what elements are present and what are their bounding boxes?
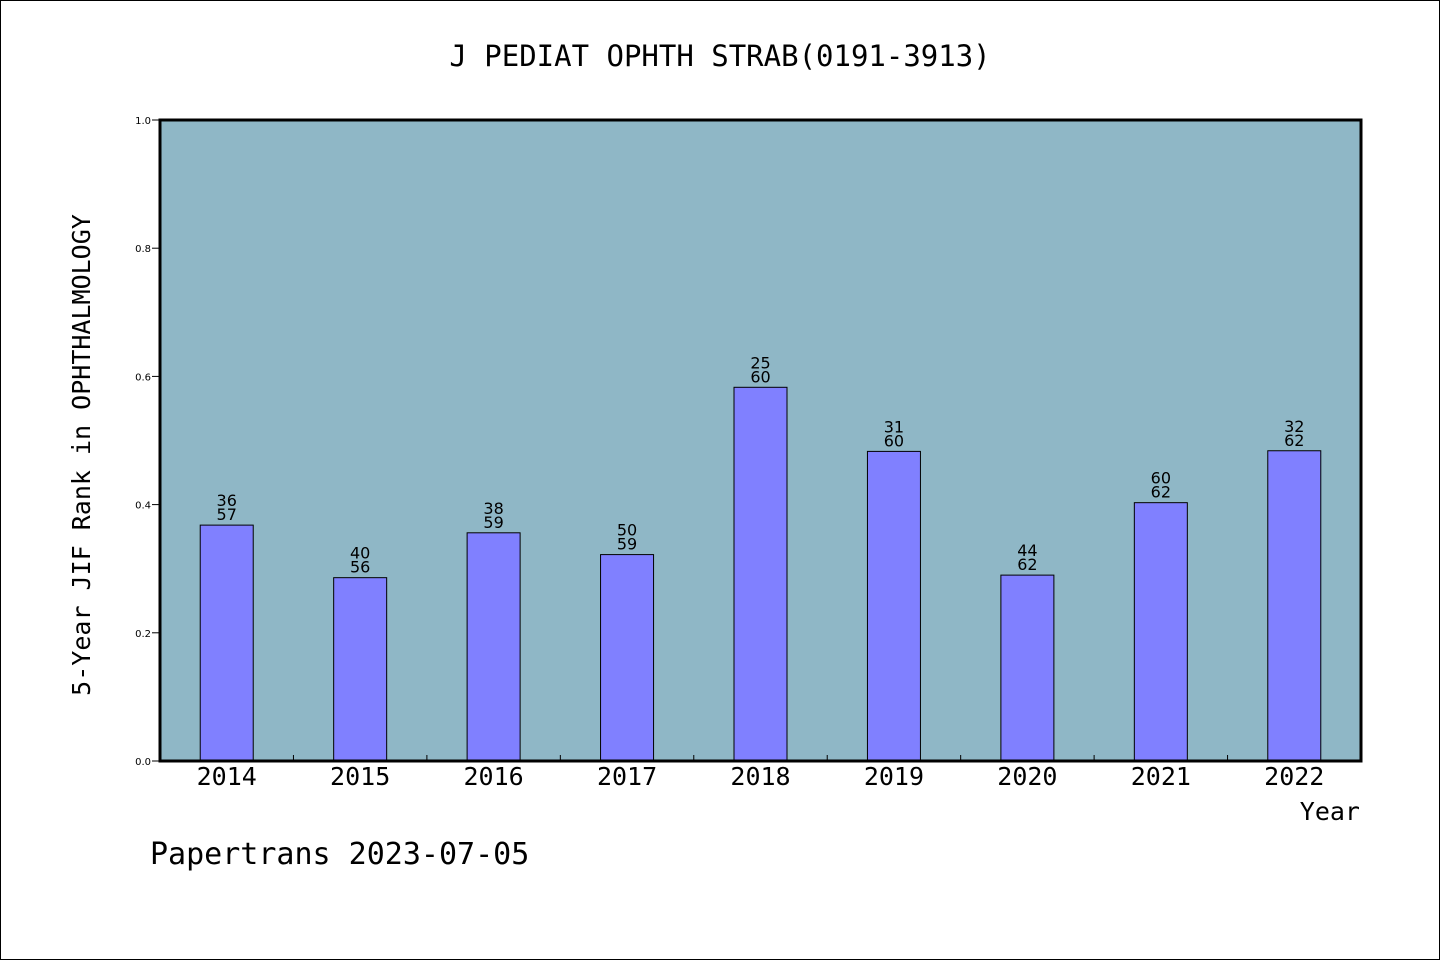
x-tick-label: 2019	[864, 762, 924, 791]
bar-total-label: 60	[750, 367, 770, 386]
plot-border	[158, 118, 1363, 763]
bar-rank-label: 44	[1017, 541, 1037, 560]
y-tick-label: 0.6	[135, 372, 151, 383]
bar-rank-label: 31	[884, 417, 904, 436]
x-tick-labels-group: 2014 2015 2016 2017 2018 2019 2020 2021 2022	[197, 762, 1325, 791]
bar	[733, 386, 788, 762]
bar-total-label: 57	[217, 505, 237, 524]
y-tick-label: 0.2	[135, 629, 151, 640]
bar-rank-label: 32	[1284, 417, 1304, 436]
chart-title: J PEDIAT OPHTH STRAB(0191-3913)	[449, 39, 990, 73]
bar-total-label: 60	[884, 431, 904, 450]
bar-rank-label: 40	[350, 544, 370, 563]
bar	[866, 450, 921, 762]
bar-rank-label: 60	[1151, 469, 1171, 488]
x-tick-label: 2014	[197, 762, 257, 791]
y-tick-label: 0.4	[135, 501, 151, 512]
bar	[333, 577, 388, 762]
x-tick-label: 2017	[597, 762, 657, 791]
bar	[600, 554, 655, 762]
bar-total-label: 59	[483, 513, 503, 532]
x-tick-label: 2015	[330, 762, 390, 791]
x-tick-label: 2016	[464, 762, 524, 791]
bar-total-label: 56	[350, 558, 370, 577]
bar-total-label: 62	[1017, 555, 1037, 574]
bar-rank-label: 38	[483, 499, 503, 518]
x-tick-label: 2022	[1264, 762, 1324, 791]
bar-rank-label: 25	[750, 353, 770, 372]
x-tick-label: 2018	[730, 762, 790, 791]
x-tick-label: 2020	[997, 762, 1057, 791]
bar-rank-label: 36	[217, 491, 237, 510]
y-ticks-group: 0.0 0.2 0.4 0.6 0.8 1.0	[135, 116, 1229, 768]
bar	[466, 532, 521, 762]
bar-total-label: 62	[1284, 431, 1304, 450]
y-tick-label: 1.0	[135, 116, 151, 127]
bar-rank-label: 50	[617, 521, 637, 540]
bar	[1133, 502, 1188, 762]
x-tick-label: 2021	[1131, 762, 1191, 791]
bar	[199, 524, 254, 762]
x-axis-label: Year	[1300, 797, 1360, 826]
bar	[1000, 574, 1055, 762]
bar-total-label: 62	[1151, 483, 1171, 502]
y-tick-label: 0.8	[135, 244, 151, 255]
y-axis-label: 5-Year JIF Rank in OPHTHALMOLOGY	[67, 214, 96, 696]
bar	[1267, 450, 1322, 762]
bar-total-label: 59	[617, 535, 637, 554]
footer-note: Papertrans 2023-07-05	[150, 837, 529, 872]
y-tick-label: 0.0	[135, 757, 151, 768]
